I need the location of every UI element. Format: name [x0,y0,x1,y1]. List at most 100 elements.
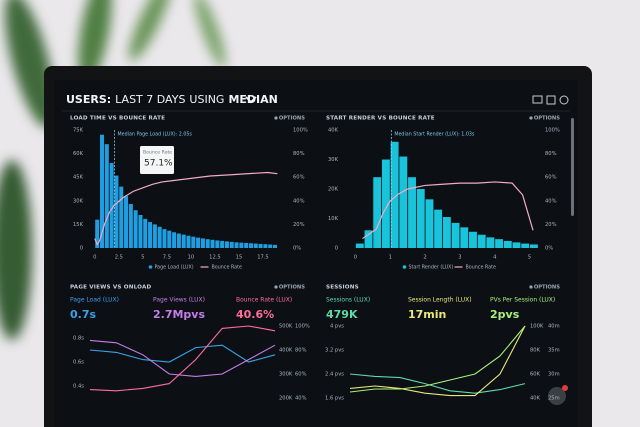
histogram-bar [181,234,186,248]
y-tick-label: 40K [530,396,541,402]
tooltip-title: Bounce Rate [143,150,172,156]
y-tick-label: 75K [73,128,84,134]
x-tick-label: 0 [354,255,357,261]
y-tick-label: 4 pvs [330,324,344,330]
y-tick-label: 40% [295,396,307,402]
histogram-bar [157,226,162,248]
leaf [194,0,226,68]
y-tick-label: 0.4s [73,384,84,390]
y-tick-label: 40m [548,324,560,330]
histogram-bar [95,219,100,248]
leaf [0,160,32,340]
tooltip [140,146,174,174]
x-tick-label: 2.5 [115,255,123,261]
screen [54,80,578,427]
y-tick-label: 0 [335,246,338,252]
y-tick-label: 60% [545,175,557,181]
options-button[interactable]: OPTIONS [534,285,560,291]
bounce-rate-line [94,171,278,246]
x-tick-label: 5 [141,255,144,261]
y-tick-label: 0% [545,246,553,252]
histogram-bar [114,175,119,248]
y-tick-label: 15K [73,222,84,228]
dropdown-chevron[interactable] [245,96,257,104]
x-tick-label: 1 [389,255,392,261]
histogram-bar [104,144,109,248]
series-line [349,325,526,397]
histogram-bar [244,242,249,248]
histogram-bar [162,229,167,248]
title-part: LAST 7 DAYS [115,93,185,106]
histogram-bar [196,237,201,248]
metric-value: 2pvs [490,308,520,321]
histogram-bar [434,209,443,248]
histogram-bar [124,196,129,248]
scrollbar[interactable] [571,118,574,216]
x-tick-label: 2 [423,255,426,261]
y-tick-label: 30m [548,372,560,378]
histogram-bar [486,237,495,248]
metric-value: 479K [326,308,358,321]
x-tick-label: 12.5 [209,255,221,261]
histogram-bar [355,243,364,248]
legend-marker [402,265,407,269]
y-tick-label: 35m [548,348,560,354]
y-tick-label: 10K [328,216,339,222]
median-annotation: Median Page Load (LUX): 2.05s [118,132,193,138]
histogram-bar [186,235,191,248]
options-button[interactable]: OPTIONS [279,285,305,291]
panel-title: SESSIONS [326,285,359,291]
histogram-bar [148,222,153,248]
histogram-bar [215,240,220,248]
series-line [89,339,276,377]
leaf [78,0,112,85]
histogram-bar [477,234,486,248]
y-tick-label: 30K [73,198,84,204]
histogram-bar [176,233,181,248]
y-tick-label: 60% [295,372,307,378]
y-tick-label: 300K [279,372,293,378]
options-icon[interactable] [274,285,278,289]
y-tick-label: 20K [328,187,339,193]
options-icon[interactable] [529,116,533,120]
histogram-bar [205,239,210,248]
monitor-icon[interactable] [532,95,543,104]
panel-title: START RENDER VS BOUNCE RATE [326,116,435,122]
title-part: USERS: [66,93,111,106]
y-tick-label: 400K [279,348,293,354]
histogram-bar [143,218,148,248]
y-tick-label: 100% [295,324,310,330]
metric-value: 0.7s [70,308,96,321]
legend-label: Page Load (LUX) [155,265,194,271]
series-line [89,344,276,363]
y-tick-label: 80% [293,151,305,157]
histogram-bar [503,240,512,248]
leaf [4,0,56,128]
options-button[interactable]: OPTIONS [534,116,560,122]
options-icon[interactable] [529,285,533,289]
histogram-bar [416,189,425,248]
leaf [128,0,172,62]
metric-label: PVs Per Session (LUX) [490,297,555,304]
median-annotation: Median Start Render (LUX): 1.03s [394,132,475,138]
histogram-bar [152,224,157,248]
y-tick-label: 100% [293,128,308,134]
options-button[interactable]: OPTIONS [279,116,305,122]
histogram-bar [128,203,133,248]
histogram-bar [258,243,263,248]
chat-button[interactable] [548,387,566,405]
options-icon[interactable] [274,116,278,120]
tooltip-value: 57.1% [144,159,173,169]
histogram-bar [512,242,521,248]
histogram-bar [133,210,138,248]
y-tick-label: 30K [328,157,339,163]
x-tick-label: 5 [528,255,531,261]
chart-icon[interactable] [546,95,556,105]
y-tick-label: 0% [293,246,301,252]
panel-title: LOAD TIME VS BOUNCE RATE [70,116,165,122]
histogram-bar [364,230,373,248]
histogram-bar [268,244,273,248]
help-icon[interactable] [559,95,569,105]
y-tick-label: 80% [545,151,557,157]
